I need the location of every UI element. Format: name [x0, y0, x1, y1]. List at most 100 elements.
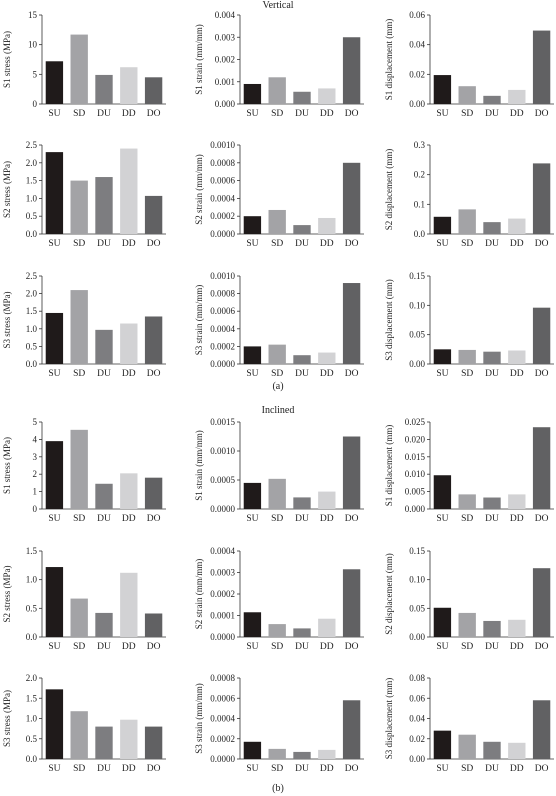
- x-category-label: SU: [48, 239, 60, 249]
- y-axis-title: S3 strain (mm/mm): [194, 285, 204, 356]
- bar-do: [532, 427, 551, 509]
- y-tick-label: 0.0: [26, 229, 38, 239]
- bar-dd: [508, 89, 526, 104]
- y-tick-label: 0.0: [26, 754, 38, 764]
- y-axis-title: S3 displacement (mm): [384, 678, 394, 759]
- x-category-label: DO: [535, 764, 549, 774]
- bar-dd: [120, 148, 138, 234]
- bar-du: [293, 628, 311, 637]
- y-tick-label: 2.0: [26, 289, 38, 299]
- bar-su: [433, 475, 452, 509]
- y-tick-label: 0.0003: [210, 568, 235, 578]
- x-category-label: DU: [295, 239, 309, 249]
- y-axis-title: S3 stress (MPa): [2, 690, 12, 747]
- y-tick-label: 0.0006: [210, 693, 235, 703]
- bar-do: [144, 613, 163, 637]
- bar-su: [45, 312, 64, 364]
- bar-sd: [268, 209, 286, 234]
- y-tick-label: 0.0008: [210, 158, 235, 168]
- bar-dd: [508, 350, 526, 364]
- bar-du: [95, 483, 113, 509]
- y-tick-label: 0.0015: [210, 417, 235, 427]
- x-category-label: DD: [510, 239, 524, 249]
- x-category-label: SD: [271, 642, 283, 652]
- bar-su: [243, 216, 262, 234]
- bar-su: [45, 61, 64, 104]
- y-tick-label: 0.0004: [210, 714, 235, 724]
- bar-do: [532, 30, 551, 105]
- bar-sd: [268, 77, 286, 104]
- bar-su: [243, 346, 262, 364]
- x-category-label: DO: [147, 642, 161, 652]
- y-tick-label: 0.0010: [210, 271, 235, 281]
- y-tick-label: 0.10: [409, 575, 425, 585]
- bar-do: [342, 700, 361, 759]
- y-tick-label: 0.0: [414, 229, 426, 239]
- x-category-label: DO: [345, 642, 359, 652]
- x-category-label: DD: [510, 369, 524, 379]
- bar-su: [243, 482, 262, 509]
- chart-panel-5-1: 0.0 0.5 1.0 1.5 S2 stress (MPa) SU SD DU DD DO: [2, 546, 166, 652]
- y-tick-label: 0.00: [409, 99, 425, 109]
- x-category-label: SD: [461, 109, 473, 119]
- x-category-label: DU: [295, 642, 309, 652]
- y-tick-label: 0.001: [215, 77, 235, 87]
- y-tick-label: 0.0004: [210, 324, 235, 334]
- bar-do: [532, 307, 551, 364]
- y-tick-label: 0.025: [405, 417, 426, 427]
- section-b-title: Inclined: [262, 405, 295, 416]
- x-category-label: DD: [122, 764, 136, 774]
- x-category-label: DU: [485, 764, 499, 774]
- bar-sd: [70, 34, 88, 104]
- y-axis-title: S2 displacement (mm): [384, 553, 394, 634]
- section-a-title: Vertical: [262, 0, 293, 11]
- x-category-label: DO: [147, 369, 161, 379]
- y-tick-label: 0.0000: [210, 754, 235, 764]
- y-tick-label: 0.0010: [210, 140, 235, 150]
- y-tick-label: 0.000: [405, 504, 426, 514]
- x-category-label: DD: [320, 109, 334, 119]
- bar-su: [45, 152, 64, 234]
- x-category-label: DD: [122, 109, 136, 119]
- x-category-label: SU: [48, 109, 60, 119]
- x-category-label: SD: [73, 642, 85, 652]
- y-tick-label: 0.15: [409, 271, 425, 281]
- bar-su: [243, 741, 262, 759]
- bar-su: [45, 689, 64, 759]
- y-axis-title: S2 displacement (mm): [384, 149, 394, 230]
- y-tick-label: 15: [28, 10, 38, 20]
- y-tick-label: 0.0008: [210, 289, 235, 299]
- y-tick-label: 0.0000: [210, 504, 235, 514]
- x-category-label: SD: [461, 514, 473, 524]
- x-category-label: DO: [147, 514, 161, 524]
- bar-sd: [458, 494, 476, 509]
- x-category-label: DO: [147, 239, 161, 249]
- y-tick-label: 0.3: [414, 140, 426, 150]
- bar-sd: [458, 86, 476, 104]
- y-axis-title: S2 stress (MPa): [2, 161, 12, 218]
- bar-sd: [268, 748, 286, 759]
- x-category-label: SU: [436, 369, 448, 379]
- y-axis-title: S2 strain (mm/mm): [194, 559, 204, 630]
- chart-panel-6-1: 0.0 0.5 1.0 1.5 2.0 S3 stress (MPa) SU SD DU DD DO: [2, 673, 166, 774]
- bar-du: [293, 355, 311, 364]
- chart-panel-5-2: 0.0000 0.0001 0.0002 0.0003 0.0004 S2 strain …: [194, 546, 364, 652]
- y-tick-label: 0.0: [26, 632, 38, 642]
- y-axis-title: S2 stress (MPa): [2, 565, 12, 622]
- bar-do: [532, 163, 551, 234]
- x-category-label: DO: [535, 369, 549, 379]
- x-category-label: DO: [345, 764, 359, 774]
- bar-do: [342, 436, 361, 509]
- chart-panel-3-3: 0.00 0.05 0.10 0.15 S3 displacement (mm) SU SD…: [384, 271, 554, 379]
- y-tick-label: 0.0008: [210, 673, 235, 683]
- x-category-label: SD: [461, 764, 473, 774]
- bar-du: [95, 177, 113, 234]
- x-category-label: DU: [485, 239, 499, 249]
- y-tick-label: 0.002: [215, 55, 235, 65]
- chart-panel-4-1: 0 1 2 3 4 5 S1 stress (MPa) SU SD DU DD DO: [2, 417, 166, 524]
- x-category-label: DD: [122, 642, 136, 652]
- x-category-label: DU: [485, 642, 499, 652]
- section-b-caption: (b): [272, 783, 284, 794]
- y-tick-label: 0.02: [409, 734, 425, 744]
